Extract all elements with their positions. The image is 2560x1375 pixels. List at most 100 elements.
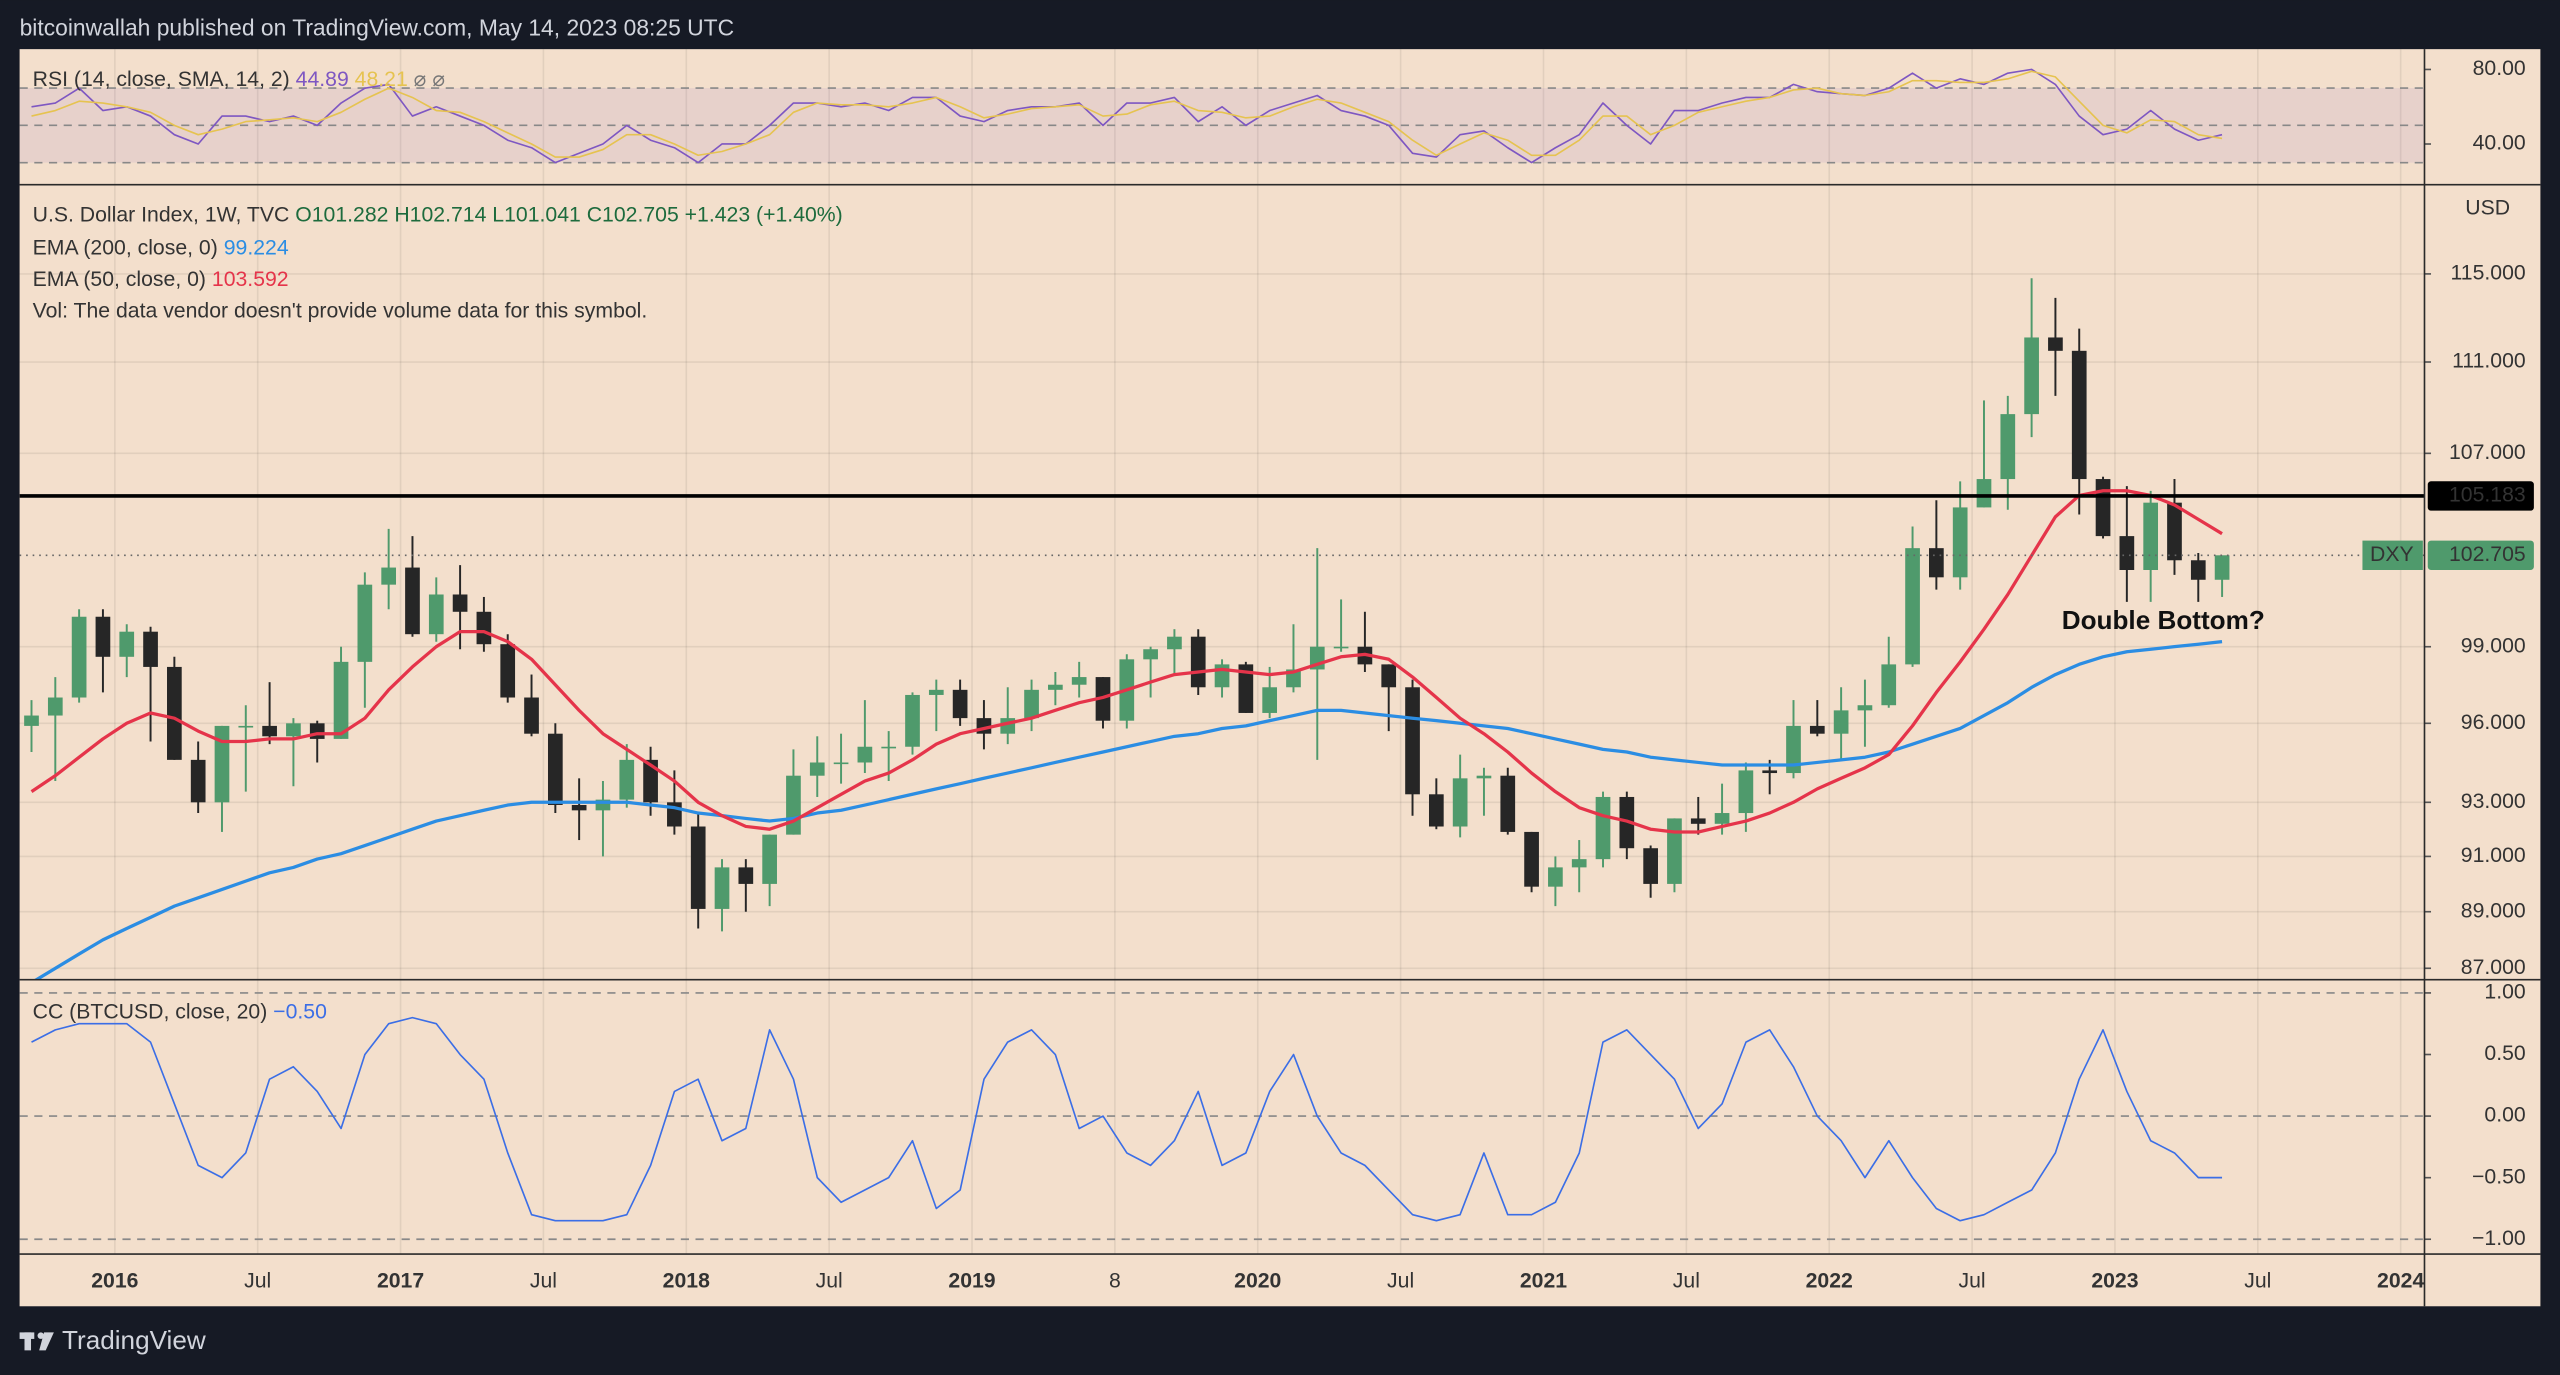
candle-body: [524, 697, 539, 734]
x-tick-label: 2023: [2091, 1269, 2138, 1292]
legend-symbols: ⌀ ⌀: [414, 68, 445, 91]
annotation: Double Bottom?: [2062, 605, 2265, 635]
candle-body: [428, 594, 444, 635]
y-tick-label: 99.000: [2461, 634, 2526, 657]
candle-body: [833, 762, 849, 765]
candle-body: [1143, 649, 1158, 660]
legend-value: C102.705: [587, 203, 679, 226]
x-tick-label: 2018: [663, 1269, 710, 1292]
candle-body: [2167, 502, 2182, 561]
candle-body: [1333, 646, 1349, 649]
y-tick-label: 87.000: [2461, 956, 2526, 979]
y-tick-label: 96.000: [2461, 711, 2526, 734]
series-legend: EMA (200, close, 0) 99.224: [33, 236, 289, 259]
y-tick-label: 0.00: [2484, 1104, 2525, 1127]
candle-body: [262, 725, 277, 737]
legend-name: EMA (50, close, 0): [33, 268, 206, 291]
y-tick-label: 1.00: [2484, 981, 2525, 1004]
x-tick-label: Jul: [530, 1269, 557, 1292]
candle-body: [238, 725, 254, 728]
legend-value: 103.592: [212, 268, 289, 291]
candle-body: [1690, 818, 1706, 824]
pane-plot: [19, 184, 2425, 980]
candle-body: [1571, 859, 1587, 868]
x-tick-label: Jul: [1673, 1269, 1700, 1292]
x-tick-label: Jul: [244, 1269, 271, 1292]
legend-value: O101.282: [295, 203, 388, 226]
legend-value: 48.21: [355, 68, 408, 91]
candle-body: [1524, 831, 1539, 887]
y-tick-label: 107.000: [2449, 441, 2526, 464]
y-tick-label: 40.00: [2473, 132, 2526, 155]
x-tick-label: 8: [1109, 1269, 1121, 1292]
y-tick-label: 93.000: [2461, 790, 2526, 813]
candle-body: [190, 759, 206, 803]
volume-note: Vol: The data vendor doesn't provide vol…: [33, 300, 648, 323]
candle-body: [2048, 337, 2063, 351]
candle-body: [1048, 684, 1063, 690]
resistance-label-box: [2427, 481, 2534, 511]
pane-plot: [19, 49, 2425, 185]
y-tick-label: 80.00: [2473, 57, 2526, 80]
legend-value: +1.423 (+1.40%): [685, 203, 843, 226]
candle-body: [1262, 687, 1278, 713]
candle-body: [762, 834, 777, 884]
legend-value: 44.89: [296, 68, 349, 91]
x-tick-label: 2020: [1234, 1269, 1281, 1292]
x-tick-label: 2024: [2377, 1269, 2424, 1292]
plot-layer: 2016 Jul 2017 Jul 2018 Jul 2019 8 2020 Jul 2021 Jul…: [19, 49, 2534, 1292]
last-price-box: [2427, 540, 2534, 570]
candle-body: [857, 746, 873, 763]
candle-body: [286, 723, 301, 737]
candle-body: [2119, 536, 2135, 570]
candle-body: [1952, 507, 1968, 578]
x-tick-label: 2019: [948, 1269, 995, 1292]
x-tick-label: Jul: [2244, 1269, 2271, 1292]
pane-legend: RSI (14, close, SMA, 14, 2) 44.89 48.21 …: [33, 68, 445, 91]
candle-body: [214, 725, 230, 803]
symbol-label: DXY: [2370, 543, 2414, 566]
candle-body: [2190, 560, 2206, 580]
candle-body: [1905, 548, 1920, 665]
candle-body: [1857, 705, 1873, 711]
y-tick-label: 91.000: [2461, 844, 2526, 867]
candle-body: [1190, 636, 1206, 688]
series-legend: EMA (50, close, 0) 103.592: [33, 268, 289, 291]
y-tick-label: 0.50: [2484, 1042, 2525, 1065]
x-tick-label: Jul: [816, 1269, 843, 1292]
candle-body: [357, 584, 373, 662]
candle-body: [1405, 687, 1420, 795]
candle-body: [1976, 479, 1992, 508]
legend-title: RSI (14, close, SMA, 14, 2): [33, 68, 290, 91]
pane: 1.00 0.50 0.00 −0.50 −1.00 CC (BTCUSD, close,…: [19, 979, 2526, 1255]
candle-body: [1667, 818, 1682, 884]
candle-body: [690, 826, 706, 909]
candle-body: [2024, 337, 2039, 415]
x-tick-label: 2017: [377, 1269, 424, 1292]
candle-body: [1929, 548, 1944, 578]
legend-title: CC (BTCUSD, close, 20): [33, 1000, 268, 1023]
candle-body: [2000, 414, 2016, 480]
candle-body: [1476, 775, 1492, 779]
x-tick-label: Jul: [1387, 1269, 1414, 1292]
candle-body: [2071, 350, 2087, 480]
candle-body: [1238, 664, 1254, 713]
legend-value: 99.224: [224, 236, 289, 259]
candle-body: [47, 697, 63, 716]
candle-body: [738, 867, 754, 884]
indicator-line: [31, 1016, 2223, 1222]
indicator-line: [31, 70, 2223, 158]
candle-body: [1428, 794, 1444, 827]
legend-title: U.S. Dollar Index, 1W, TVC: [33, 203, 290, 226]
candle-body: [1167, 636, 1182, 650]
symbol-box: [2362, 540, 2423, 570]
brand-logo: [19, 1332, 54, 1351]
candle-body: [1595, 796, 1611, 860]
candle-body: [905, 694, 920, 747]
legend-name: EMA (200, close, 0): [33, 236, 218, 259]
y-tick-label: 89.000: [2461, 899, 2526, 922]
candle-body: [619, 759, 635, 800]
candle-body: [714, 867, 730, 909]
